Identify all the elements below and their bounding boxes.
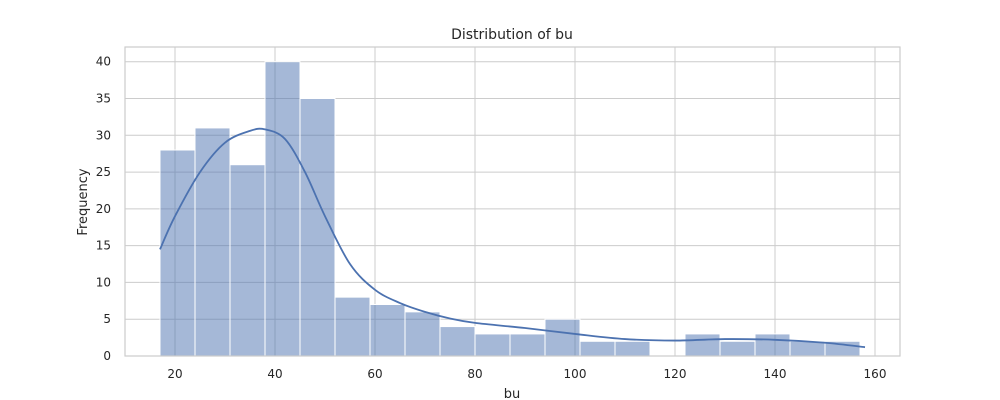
histogram-bar [194, 127, 231, 357]
y-tick-label: 0 [103, 349, 111, 363]
kde-curve [159, 127, 866, 349]
y-tick-label: 20 [96, 202, 111, 216]
x-tick-label: 40 [267, 367, 282, 381]
histogram-bar [229, 164, 266, 357]
histogram-bar [719, 340, 756, 357]
histogram-bar [369, 304, 406, 357]
x-tick-label: 100 [564, 367, 587, 381]
y-axis-label: Frequency [76, 168, 91, 235]
histogram-bar [334, 296, 371, 357]
x-tick-label: 160 [864, 367, 887, 381]
y-tick-label: 30 [96, 128, 111, 142]
histogram-bar [439, 326, 476, 357]
chart-title: Distribution of bu [451, 27, 573, 43]
histogram-bar [159, 149, 196, 357]
x-tick-label: 120 [664, 367, 687, 381]
histogram-bar [264, 61, 301, 357]
histogram-bar [509, 333, 546, 357]
histogram-bar [404, 311, 441, 357]
x-tick-label: 60 [367, 367, 382, 381]
x-tick-label: 140 [764, 367, 787, 381]
y-tick-label: 40 [96, 55, 111, 69]
y-tick-label: 5 [103, 312, 111, 326]
bars-layer [159, 61, 861, 357]
x-tick-label: 20 [167, 367, 182, 381]
histogram-bar [754, 333, 791, 357]
y-tick-label: 15 [96, 239, 111, 253]
histogram-bar [544, 318, 581, 357]
histogram-bar [579, 340, 616, 357]
y-tick-labels: 0 5 10 15 20 25 30 35 40 [96, 55, 111, 363]
y-tick-label: 35 [96, 92, 111, 106]
y-tick-label: 25 [96, 165, 111, 179]
x-tick-labels: 20 40 60 80 100 120 140 160 [167, 367, 886, 381]
histogram-bar [474, 333, 511, 357]
histogram-bar [299, 98, 336, 357]
plot-frame [124, 46, 901, 357]
histogram-bar [684, 333, 721, 357]
x-axis-label: bu [504, 387, 521, 400]
y-tick-label: 10 [96, 275, 111, 289]
histogram-bar [614, 340, 651, 357]
x-tick-label: 80 [467, 367, 482, 381]
histogram-bar [789, 340, 826, 357]
